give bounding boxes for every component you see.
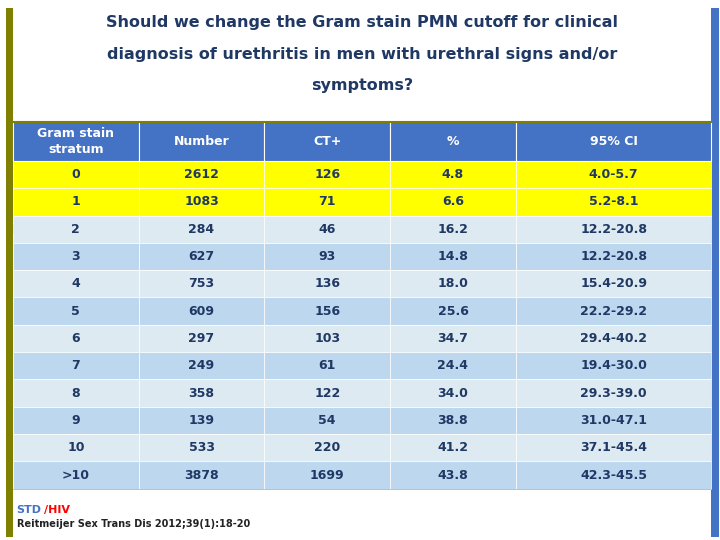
- Text: 93: 93: [319, 250, 336, 263]
- Text: 10: 10: [67, 441, 84, 454]
- Text: diagnosis of urethritis in men with urethral signs and/or: diagnosis of urethritis in men with uret…: [107, 46, 617, 62]
- Text: 12.2-20.8: 12.2-20.8: [580, 222, 647, 235]
- Polygon shape: [12, 222, 14, 237]
- Text: 249: 249: [189, 359, 215, 372]
- Text: Gram stain
stratum: Gram stain stratum: [37, 127, 114, 156]
- Text: 24.4: 24.4: [438, 359, 469, 372]
- Text: 4.8: 4.8: [442, 168, 464, 181]
- Text: 8: 8: [71, 387, 80, 400]
- Text: 34.7: 34.7: [438, 332, 469, 345]
- Text: 29.4-40.2: 29.4-40.2: [580, 332, 647, 345]
- Text: 25.6: 25.6: [438, 305, 469, 318]
- Text: 15.4-20.9: 15.4-20.9: [580, 278, 647, 291]
- Text: 14.8: 14.8: [438, 250, 469, 263]
- Text: 1083: 1083: [184, 195, 219, 208]
- Text: 2: 2: [71, 222, 80, 235]
- Text: 6.6: 6.6: [442, 195, 464, 208]
- Text: >10: >10: [62, 469, 90, 482]
- Text: 4.0-5.7: 4.0-5.7: [589, 168, 639, 181]
- Text: 0: 0: [71, 168, 80, 181]
- Text: Reitmeijer Sex Trans Dis 2012;39(1):18-20: Reitmeijer Sex Trans Dis 2012;39(1):18-2…: [17, 519, 250, 529]
- Text: Should we change the Gram stain PMN cutoff for clinical: Should we change the Gram stain PMN cuto…: [106, 15, 618, 30]
- Text: 6: 6: [71, 332, 80, 345]
- Text: /HIV: /HIV: [44, 505, 70, 515]
- Text: 95% CI: 95% CI: [590, 134, 637, 148]
- Text: 2612: 2612: [184, 168, 219, 181]
- Text: 122: 122: [314, 387, 341, 400]
- Text: 136: 136: [314, 278, 341, 291]
- Text: 19.4-30.0: 19.4-30.0: [580, 359, 647, 372]
- Text: 609: 609: [189, 305, 215, 318]
- Text: 31.0-47.1: 31.0-47.1: [580, 414, 647, 427]
- Text: 46: 46: [318, 222, 336, 235]
- Text: %: %: [446, 134, 459, 148]
- Text: 41.2: 41.2: [438, 441, 469, 454]
- Text: 533: 533: [189, 441, 215, 454]
- Text: 12.2-20.8: 12.2-20.8: [580, 250, 647, 263]
- Text: 358: 358: [189, 387, 215, 400]
- Text: 156: 156: [314, 305, 341, 318]
- Text: STD: STD: [17, 505, 42, 515]
- Text: 627: 627: [189, 250, 215, 263]
- Text: 22.2-29.2: 22.2-29.2: [580, 305, 647, 318]
- Text: 220: 220: [314, 441, 341, 454]
- Text: 16.2: 16.2: [438, 222, 469, 235]
- Text: 284: 284: [189, 222, 215, 235]
- Text: 139: 139: [189, 414, 215, 427]
- Text: 3: 3: [71, 250, 80, 263]
- Text: 5: 5: [71, 305, 80, 318]
- Text: 9: 9: [71, 414, 80, 427]
- Text: 38.8: 38.8: [438, 414, 468, 427]
- Text: 42.3-45.5: 42.3-45.5: [580, 469, 647, 482]
- Text: 43.8: 43.8: [438, 469, 468, 482]
- Text: symptoms?: symptoms?: [311, 78, 413, 93]
- Text: 1699: 1699: [310, 469, 345, 482]
- Text: 54: 54: [318, 414, 336, 427]
- Text: Number: Number: [174, 134, 230, 148]
- Text: 753: 753: [189, 278, 215, 291]
- Text: 126: 126: [314, 168, 341, 181]
- Text: 71: 71: [318, 195, 336, 208]
- Text: 61: 61: [318, 359, 336, 372]
- Text: 1: 1: [71, 195, 80, 208]
- Text: 4: 4: [71, 278, 80, 291]
- Text: 297: 297: [189, 332, 215, 345]
- Text: 3878: 3878: [184, 469, 219, 482]
- Text: 18.0: 18.0: [438, 278, 469, 291]
- Text: 5.2-8.1: 5.2-8.1: [589, 195, 639, 208]
- Text: 37.1-45.4: 37.1-45.4: [580, 441, 647, 454]
- Text: 29.3-39.0: 29.3-39.0: [580, 387, 647, 400]
- Text: CT+: CT+: [313, 134, 341, 148]
- Text: 103: 103: [314, 332, 341, 345]
- Text: 34.0: 34.0: [438, 387, 469, 400]
- Text: 7: 7: [71, 359, 80, 372]
